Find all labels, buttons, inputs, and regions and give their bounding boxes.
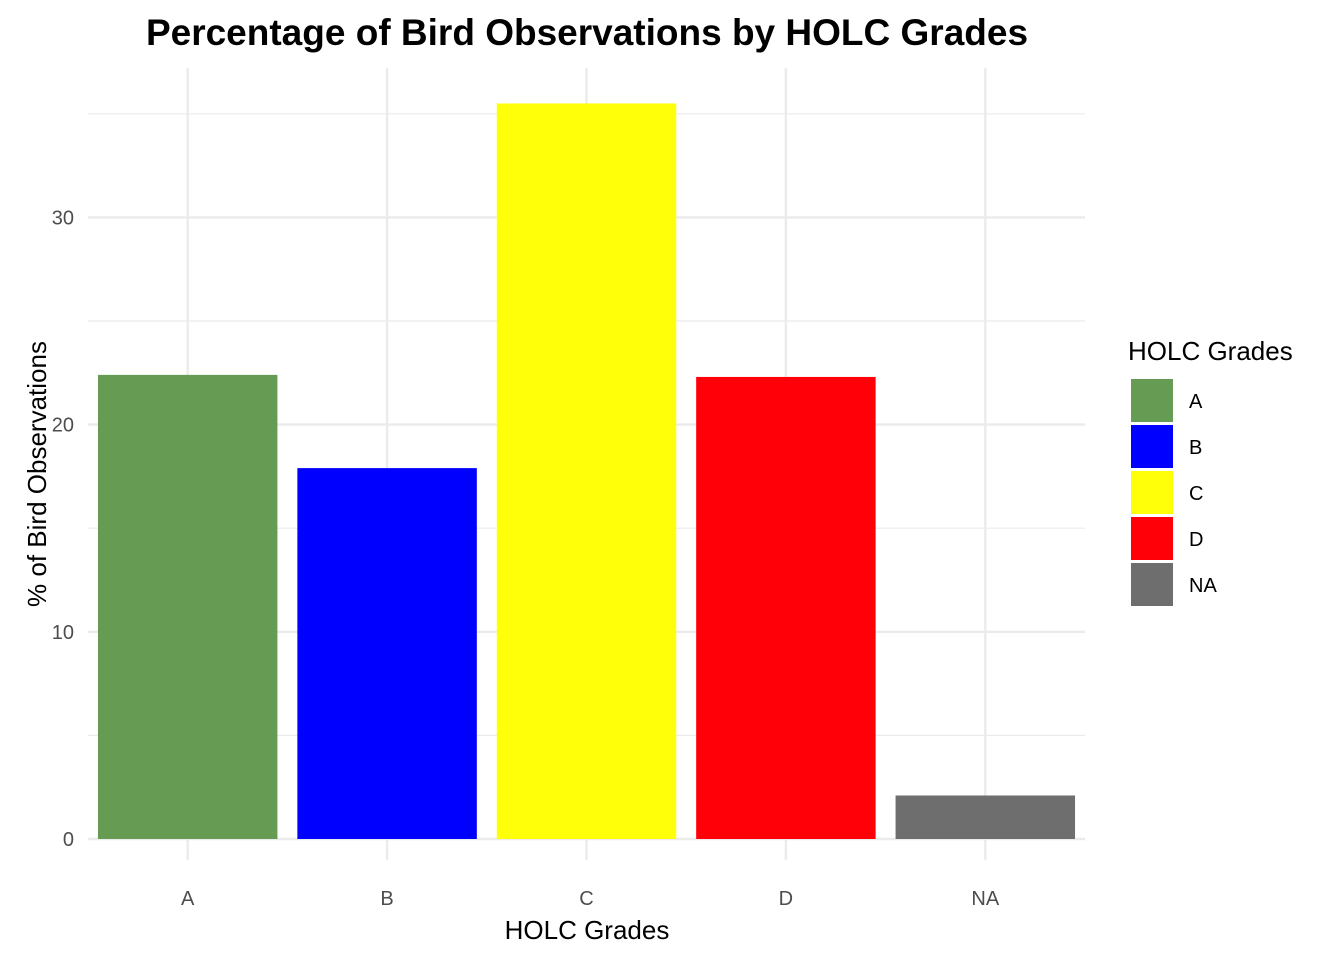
bar-c — [496, 103, 677, 839]
y-tick-label: 30 — [52, 207, 74, 229]
x-axis-ticks: A B C D NA — [181, 888, 1000, 910]
chart-title: Percentage of Bird Observations by HOLC … — [146, 12, 1028, 53]
x-tick-label: C — [579, 888, 593, 910]
legend-label: C — [1189, 483, 1203, 505]
legend-label: B — [1189, 437, 1202, 459]
legend-title: HOLC Grades — [1128, 336, 1293, 366]
legend-swatch — [1131, 425, 1173, 468]
x-axis-title: HOLC Grades — [505, 915, 670, 945]
legend-swatch — [1131, 517, 1173, 560]
bar-d — [696, 376, 876, 839]
legend-label: NA — [1189, 575, 1217, 597]
bar-na — [895, 795, 1076, 839]
legend-label: A — [1189, 391, 1203, 413]
y-axis-title: % of Bird Observations — [22, 341, 52, 607]
legend: HOLC Grades A B C D NA — [1128, 336, 1293, 606]
legend-swatch — [1131, 563, 1173, 606]
bar-b — [297, 468, 477, 839]
y-tick-label: 10 — [52, 622, 74, 644]
y-tick-label: 0 — [63, 829, 74, 851]
x-tick-label: A — [181, 888, 195, 910]
legend-items: A B C D NA — [1131, 379, 1217, 606]
x-tick-label: NA — [971, 888, 999, 910]
x-tick-label: D — [779, 888, 793, 910]
legend-swatch — [1131, 379, 1173, 422]
y-axis-ticks: 0 10 20 30 — [52, 207, 74, 851]
x-tick-label: B — [380, 888, 393, 910]
bar-a — [97, 374, 278, 839]
legend-label: D — [1189, 529, 1203, 551]
y-tick-label: 20 — [52, 415, 74, 437]
legend-swatch — [1131, 471, 1173, 514]
bars — [97, 103, 1076, 839]
